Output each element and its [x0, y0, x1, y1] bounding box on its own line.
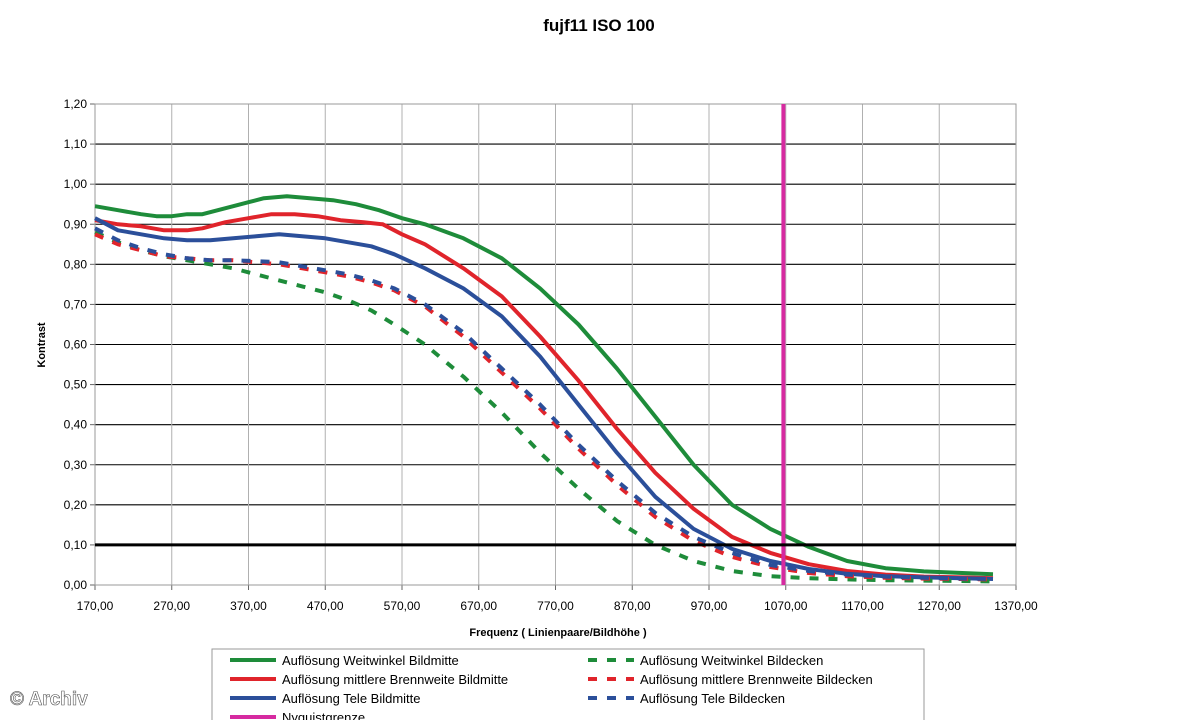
y-tick-label: 1,00 — [64, 177, 88, 191]
y-tick-label: 0,80 — [64, 257, 88, 271]
x-tick-label: 470,00 — [307, 599, 344, 613]
x-tick-label: 1070,00 — [764, 599, 808, 613]
legend-label-aufl-sung-weitwinkel-bildmitte: Auflösung Weitwinkel Bildmitte — [282, 653, 459, 668]
x-tick-label: 970,00 — [691, 599, 728, 613]
y-tick-label: 1,10 — [64, 137, 88, 151]
series-line-aufl-sung-tele-bildecken — [94, 226, 994, 581]
y-tick-label: 0,90 — [64, 217, 88, 231]
legend-label-aufl-sung-tele-bildmitte: Auflösung Tele Bildmitte — [282, 691, 421, 706]
x-axis-ticks: 170,00 270,00 370,00 470,00 570,00 670,00 770,… — [77, 585, 1038, 613]
series-line-aufl-sung-tele-bildmitte — [94, 216, 994, 581]
legend-label-nyquistgrenze: Nyquistgrenze — [282, 710, 365, 720]
y-tick-label: 1,20 — [64, 97, 88, 111]
x-axis-label: Frequenz ( Linienpaare/Bildhöhe ) — [469, 627, 647, 639]
series-line-aufl-sung-weitwinkel-bildecken — [94, 230, 994, 584]
grid — [94, 103, 1017, 586]
x-tick-label: 1270,00 — [918, 599, 962, 613]
x-tick-label: 1170,00 — [841, 599, 884, 613]
series-line-aufl-sung-mittlere-brennweite-bildmitte — [94, 212, 994, 581]
y-tick-label: 0,50 — [64, 378, 88, 392]
x-tick-label: 670,00 — [460, 599, 497, 613]
y-tick-label: 0,10 — [64, 538, 88, 552]
y-axis-label: Kontrast — [36, 322, 48, 368]
x-tick-label: 370,00 — [230, 599, 267, 613]
legend-label-aufl-sung-tele-bildecken: Auflösung Tele Bildecken — [640, 691, 785, 706]
y-axis-ticks: 0,00 0,10 0,20 0,30 0,40 0,50 0,60 0,70 0,80 0,90… — [64, 97, 95, 592]
y-tick-label: 0,40 — [64, 418, 88, 432]
y-tick-label: 0,00 — [64, 578, 88, 592]
plot-area-border — [94, 103, 1017, 586]
watermark: © Archiv — [10, 689, 89, 711]
legend-box — [211, 648, 925, 720]
legend: Auflösung Weitwinkel Bildmitte Auflösung … — [211, 648, 925, 720]
y-tick-label: 0,30 — [64, 458, 88, 472]
x-tick-label: 770,00 — [537, 599, 574, 613]
series-group — [94, 104, 994, 585]
x-tick-label: 270,00 — [153, 599, 190, 613]
chart-title: fujf11 ISO 100 — [543, 16, 655, 35]
y-tick-label: 0,20 — [64, 498, 88, 512]
legend-label-aufl-sung-mittlere-brennweite-bildmitte: Auflösung mittlere Brennweite Bildmitte — [282, 672, 508, 687]
x-tick-label: 1370,00 — [994, 599, 1038, 613]
legend-label-aufl-sung-mittlere-brennweite-bildecken: Auflösung mittlere Brennweite Bildecken — [640, 672, 873, 687]
y-tick-label: 0,60 — [64, 338, 88, 352]
legend-label-aufl-sung-weitwinkel-bildecken: Auflösung Weitwinkel Bildecken — [640, 653, 823, 668]
x-tick-label: 870,00 — [614, 599, 651, 613]
legend-items: Auflösung Weitwinkel Bildmitte Auflösung … — [230, 653, 873, 720]
series-line-aufl-sung-weitwinkel-bildmitte — [94, 194, 994, 577]
x-tick-label: 170,00 — [77, 599, 114, 613]
watermark-text: © Archiv — [10, 689, 88, 710]
x-tick-label: 570,00 — [384, 599, 421, 613]
y-tick-label: 0,70 — [64, 297, 88, 311]
